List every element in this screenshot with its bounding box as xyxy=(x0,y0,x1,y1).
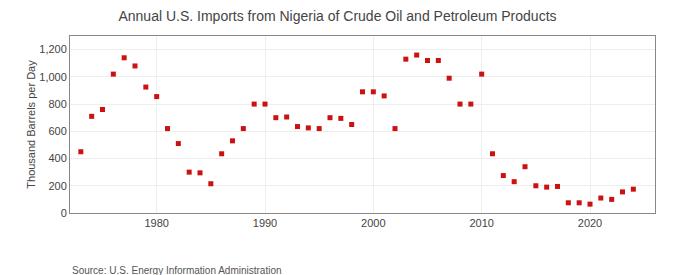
svg-text:1,200: 1,200 xyxy=(39,43,67,55)
svg-text:1990: 1990 xyxy=(253,217,277,229)
svg-text:1980: 1980 xyxy=(144,217,168,229)
svg-text:2020: 2020 xyxy=(578,217,602,229)
svg-text:Source: U.S. Energy Informatio: Source: U.S. Energy Information Administ… xyxy=(72,265,282,275)
svg-text:400: 400 xyxy=(48,152,66,164)
svg-text:2000: 2000 xyxy=(361,217,385,229)
svg-text:2010: 2010 xyxy=(469,217,493,229)
svg-text:1,000: 1,000 xyxy=(39,71,67,83)
svg-text:0: 0 xyxy=(61,207,67,219)
svg-text:600: 600 xyxy=(48,125,66,137)
svg-text:200: 200 xyxy=(48,180,66,192)
svg-text:Thousand Barrels per Day: Thousand Barrels per Day xyxy=(25,60,37,189)
svg-text:Annual U.S. Imports from Niger: Annual U.S. Imports from Nigeria of Crud… xyxy=(118,8,556,24)
svg-text:800: 800 xyxy=(48,98,66,110)
